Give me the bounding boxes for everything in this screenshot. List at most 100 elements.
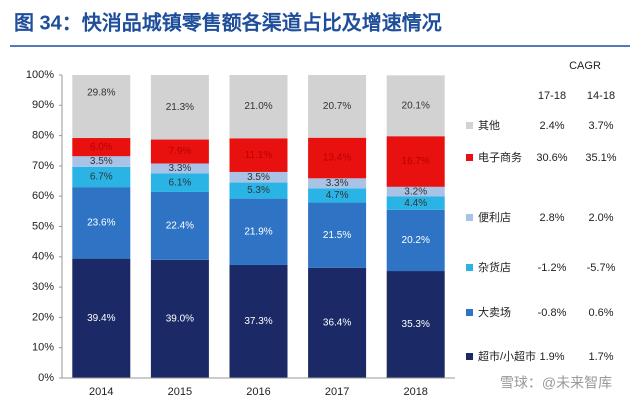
cagr-value: 2.0% [588,212,613,224]
bar-segment [308,178,367,189]
data-label: 39.4% [87,313,115,324]
data-label: 21.0% [244,101,272,112]
bar-segment [229,264,288,378]
bar-segment [72,156,131,167]
legend-label: 电子商务 [478,150,522,164]
legend-label: 其他 [478,119,500,132]
bar-segment [386,271,445,378]
bar-segment [229,171,288,183]
y-tick-label: 50% [32,220,54,232]
data-label: 20.2% [402,235,430,246]
bar-segment [72,187,131,259]
y-tick-label: 10% [32,342,54,354]
cagr-value: 2.8% [539,212,564,224]
bar-segment [386,75,445,137]
legend-label: 便利店 [478,210,511,224]
legend-swatch [466,264,473,271]
bar-segment [229,182,288,199]
bar-segment [308,137,367,179]
x-tick-label: 2014 [89,386,113,398]
data-label: 29.8% [87,88,115,99]
y-tick-label: 60% [32,190,54,202]
data-label: 21.3% [166,102,194,113]
y-tick-label: 40% [32,251,54,263]
bar-segment [386,209,445,272]
data-label: 39.0% [166,314,194,325]
legend-label: 大卖场 [478,305,511,319]
x-tick-label: 2016 [246,386,270,398]
bar-segment [72,166,131,188]
watermark: 雪球：@未来智库 [500,375,612,391]
cagr-column: 14-18 [587,90,615,102]
bar-segment [150,75,209,140]
bar-segment [72,75,131,139]
data-label: 21.9% [244,226,272,237]
data-label: 22.4% [166,221,194,232]
legend-swatch [466,353,473,360]
bar-segment [150,139,209,164]
x-tick-label: 2018 [403,386,427,398]
bar-segment [229,198,288,265]
bar-segment [72,138,131,157]
bar-segment [150,259,209,378]
cagr-value: -1.2% [538,262,567,274]
bar-segment [308,75,367,138]
legend-swatch [466,214,473,221]
cagr-value: 1.7% [588,351,613,363]
y-tick-label: 20% [32,311,54,323]
cagr-value: 35.1% [585,152,616,164]
data-label: 6.1% [169,177,192,188]
data-label: 6.7% [90,172,113,183]
bar-segment [386,136,445,187]
bar-segment [308,202,367,268]
chart-title: 图 34：快消品城镇零售额各渠道占比及增速情况 [14,10,442,34]
data-label: 3.3% [169,163,192,174]
bar-segment [386,196,445,210]
data-label: 3.3% [326,178,349,189]
bar-segment [150,191,209,260]
data-label: 16.7% [402,156,430,167]
cagr-value: 1.9% [539,351,564,363]
data-label: 7.9% [169,146,192,157]
cagr-value: 3.7% [588,120,613,132]
legend-swatch [466,309,473,316]
bar-segment [72,258,131,378]
data-label: 3.5% [247,172,270,183]
y-tick-label: 0% [38,372,54,384]
y-tick-label: 70% [32,160,54,172]
data-label: 20.7% [323,101,351,112]
x-tick-label: 2015 [168,386,192,398]
data-label: 23.6% [87,218,115,229]
data-label: 4.4% [404,198,427,209]
data-label: 3.5% [90,156,113,167]
data-label: 6.0% [90,142,113,153]
cagr-value: 0.6% [588,307,613,319]
legend-swatch [466,154,473,161]
y-tick-label: 30% [32,281,54,293]
y-tick-label: 100% [26,69,54,81]
data-label: 36.4% [323,317,351,328]
x-tick-label: 2017 [325,386,349,398]
data-label: 21.5% [323,230,351,241]
data-label: 11.1% [245,150,273,161]
cagr-value: -5.7% [587,262,616,274]
data-label: 5.3% [247,185,270,196]
y-tick-label: 90% [32,99,54,111]
bar-segment [308,188,367,203]
cagr-value: -0.8% [538,307,567,319]
data-label: 13.4% [323,153,351,164]
y-tick-label: 80% [32,130,54,142]
bar-segment [386,186,445,197]
bar-segment [150,173,209,192]
data-label: 37.3% [244,316,272,327]
data-label: 35.3% [402,319,430,330]
plot-area [72,75,445,378]
cagr-value: 30.6% [536,152,567,164]
data-label: 3.2% [404,186,427,197]
bar-segment [229,138,288,172]
bar-segment [308,267,367,378]
cagr-column: 17-18 [538,90,566,102]
cagr-value: 2.4% [539,120,564,132]
data-label: 4.7% [326,190,349,201]
